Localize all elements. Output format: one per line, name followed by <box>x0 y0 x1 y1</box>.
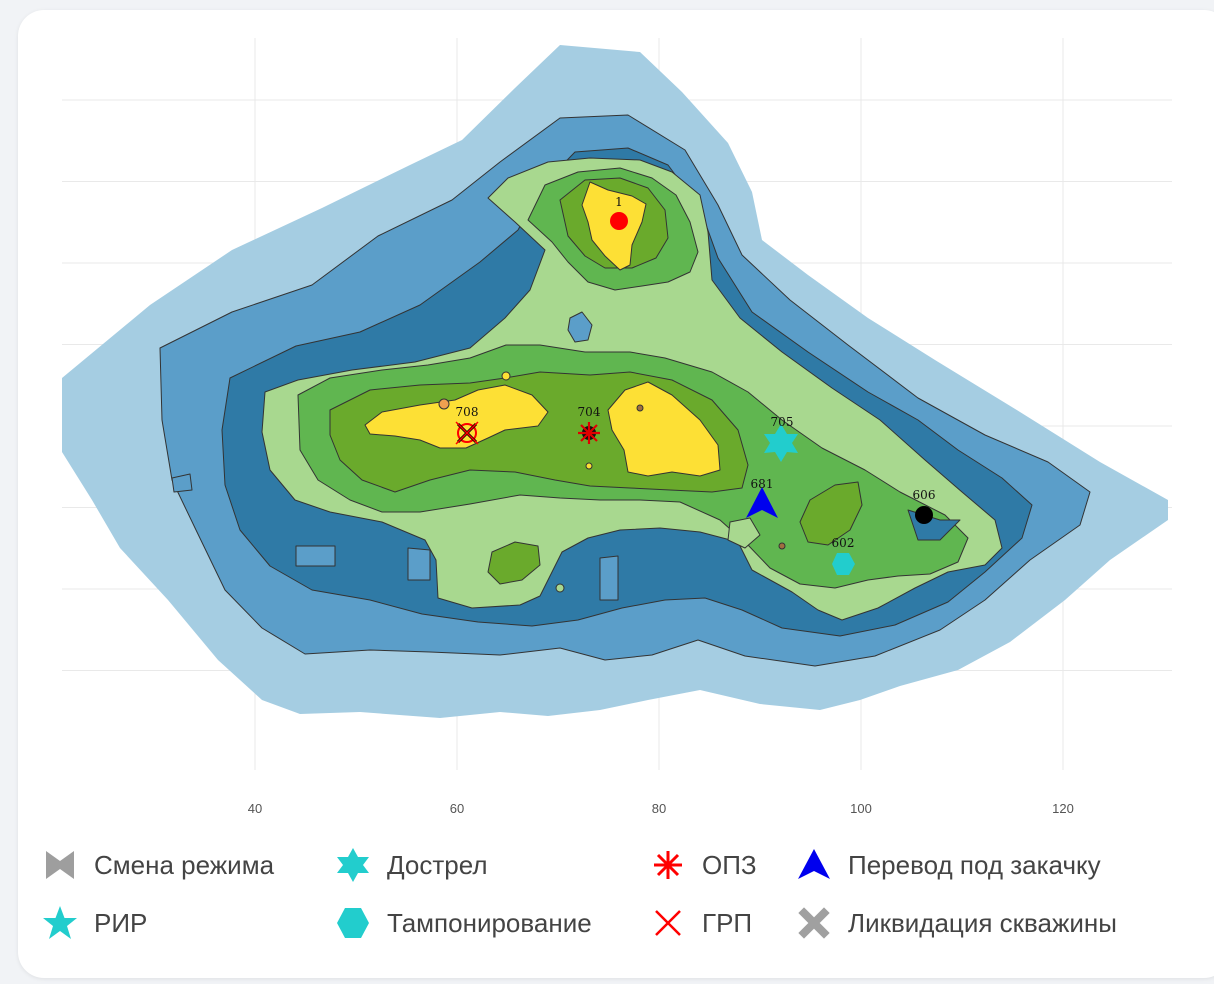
triangle-icon <box>798 849 830 879</box>
well-1-label: 1 <box>615 195 623 209</box>
x-tick-label: 60 <box>450 801 464 816</box>
x-axis: 40 60 80 100 120 <box>248 801 1074 816</box>
bowtie-icon <box>46 851 74 879</box>
contour-hole <box>407 547 431 581</box>
legend-label: Перевод под закачку <box>848 849 1101 880</box>
legend-label: ГРП <box>702 907 753 938</box>
legend-item-tamponirovanie[interactable]: Тампонирование <box>333 903 592 943</box>
cross-icon <box>798 907 830 939</box>
well-705[interactable]: 705 <box>764 415 798 462</box>
legend-label: Тампонирование <box>387 907 592 938</box>
legend-label: Ликвидация скважины <box>848 907 1117 938</box>
x-tick-label: 80 <box>652 801 666 816</box>
well-1-marker <box>610 212 628 230</box>
well-681-label: 681 <box>751 477 774 491</box>
legend-item-opz[interactable]: ОПЗ <box>648 845 757 885</box>
well-606-label: 606 <box>913 488 936 502</box>
well-708-x-red <box>455 421 479 445</box>
well-681-triangle-marker <box>746 487 778 518</box>
well-708[interactable]: 708 <box>455 405 479 445</box>
legend-item-smena-rezhima[interactable]: Смена режима <box>40 845 274 885</box>
x-icon <box>655 910 681 936</box>
contour-level-5c <box>799 481 863 546</box>
contour-spot <box>778 542 786 550</box>
contour-level-5d <box>487 541 541 585</box>
well-602-label: 602 <box>832 536 855 550</box>
contour-spot <box>555 583 565 593</box>
contour-levels <box>62 45 1168 718</box>
x-tick-label: 100 <box>850 801 872 816</box>
legend-label: Смена режима <box>94 849 275 880</box>
legend-item-dostrel[interactable]: Дострел <box>333 845 488 885</box>
star5-icon <box>43 906 77 939</box>
contour-hole <box>567 311 593 343</box>
well-708-grp-marker <box>457 423 477 443</box>
legend-item-grp[interactable]: ГРП <box>648 903 752 943</box>
contour-hole <box>599 555 619 601</box>
well-705-label: 705 <box>771 415 794 429</box>
well-708-label: 708 <box>456 405 479 419</box>
legend-item-perevod-pod-zakachku[interactable]: Перевод под закачку <box>794 845 1101 885</box>
contour-spot <box>636 404 644 412</box>
asterisk-icon <box>654 851 682 879</box>
hexagon-icon <box>337 908 369 938</box>
legend-label: Дострел <box>387 849 488 880</box>
wells: 1 708 704 705 681 606 602 <box>455 195 936 575</box>
well-606[interactable]: 606 <box>913 488 936 524</box>
contour-spot <box>585 462 593 470</box>
well-704[interactable]: 704 <box>578 405 601 444</box>
well-602-hexagon-marker <box>832 553 855 575</box>
contour-hole <box>171 473 193 493</box>
well-704-asterisk-marker <box>578 422 600 444</box>
legend-item-likvidatsiya-skvazhiny[interactable]: Ликвидация скважины <box>794 903 1117 943</box>
contour-spot <box>501 371 511 381</box>
legend-label: ОПЗ <box>702 849 757 880</box>
x-tick-label: 40 <box>248 801 262 816</box>
well-606-marker <box>915 506 933 524</box>
well-705-star6-marker <box>764 424 798 462</box>
contour-spot <box>438 398 450 410</box>
x-tick-label: 120 <box>1052 801 1074 816</box>
well-602[interactable]: 602 <box>832 536 855 575</box>
legend-item-rir[interactable]: РИР <box>40 903 147 943</box>
legend-label: РИР <box>94 907 148 938</box>
contour-hole <box>295 545 336 567</box>
well-1[interactable]: 1 <box>610 195 628 230</box>
contour-level-6c <box>607 381 721 477</box>
well-704-label: 704 <box>578 405 601 419</box>
star6-icon <box>337 848 369 882</box>
contour-hole <box>727 517 761 549</box>
well-681[interactable]: 681 <box>746 477 778 518</box>
